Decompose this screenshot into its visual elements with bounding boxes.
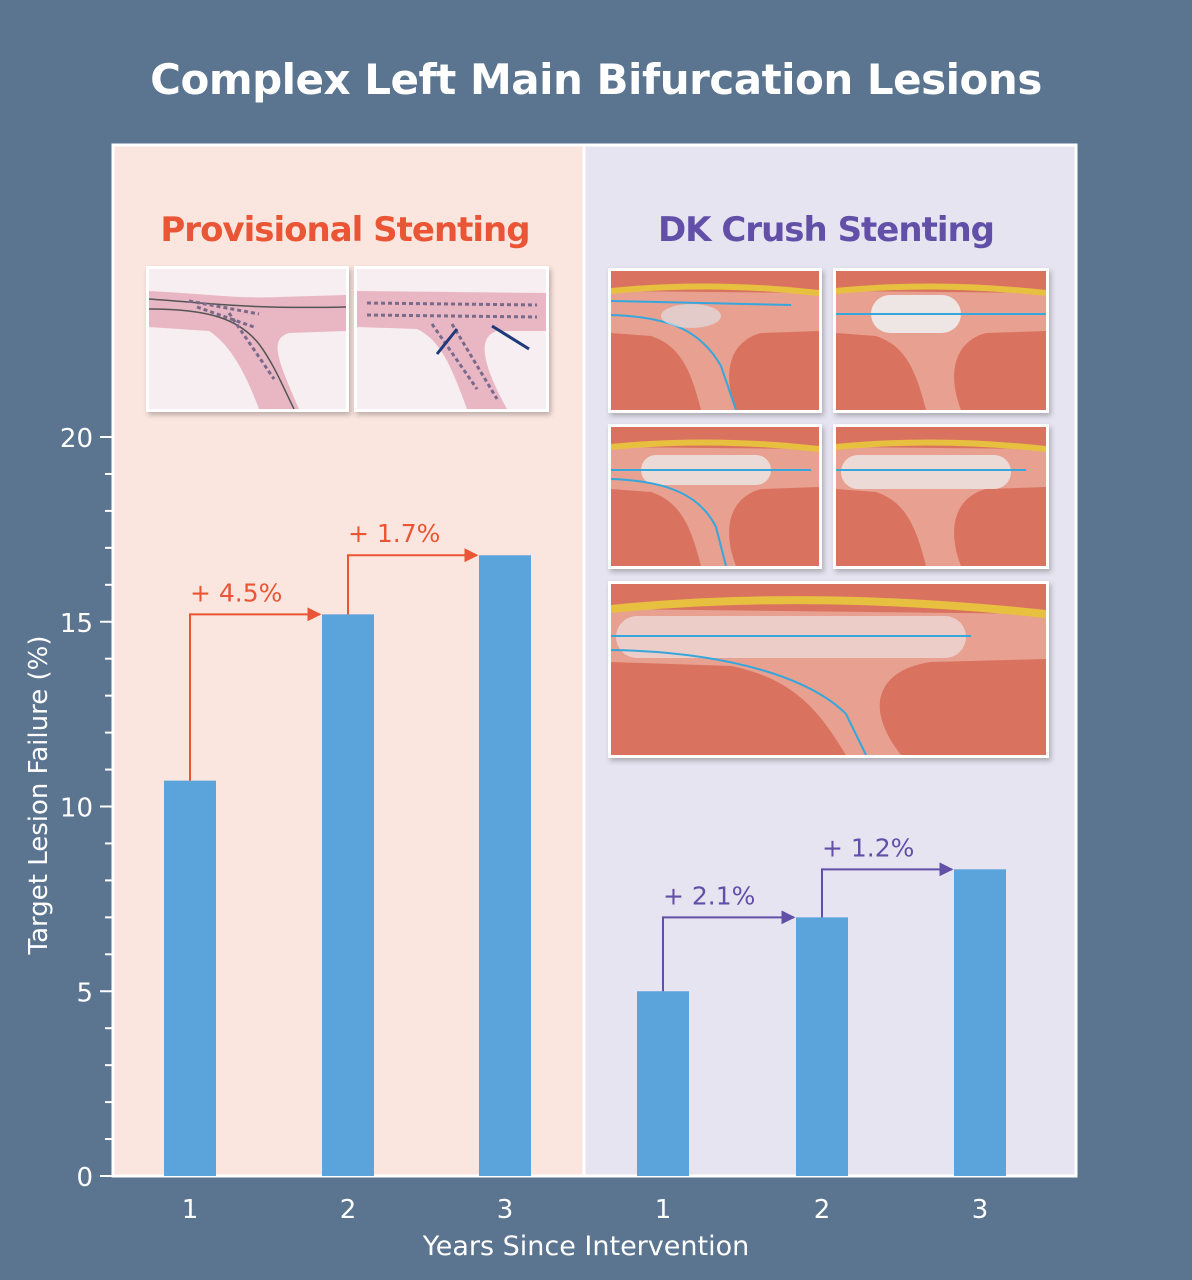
y-tick-label: 20 [60,424,93,454]
x-axis-label: Years Since Intervention [422,1231,749,1262]
dk-crush-illustration-3 [608,424,822,569]
x-tick-label: 2 [340,1195,357,1225]
dk-crush-illustration-2 [833,268,1049,413]
change-label: + 2.1% [663,881,755,910]
bars-group [164,555,1006,1176]
bar [479,555,531,1176]
change-label: + 1.2% [822,833,914,862]
panel-title-provisional: Provisional Stenting [160,210,529,250]
y-tick-label: 0 [76,1163,93,1193]
bar [637,991,689,1176]
y-axis-ticks [100,436,113,1177]
panel-title-dk-crush: DK Crush Stenting [658,210,994,250]
bar [322,614,374,1176]
plot-frame [111,143,1078,1178]
y-tick-label: 15 [60,609,93,639]
x-tick-label: 1 [182,1195,199,1225]
provisional-illustration-1 [146,266,349,412]
x-tick-label: 3 [972,1195,989,1225]
chart-title: Complex Left Main Bifurcation Lesions [150,55,1042,104]
dk-crush-illustration-4 [833,424,1049,569]
bar [796,917,848,1176]
change-label: + 4.5% [190,578,282,607]
dk-crush-illustration-1 [608,268,822,413]
x-tick-label: 2 [814,1195,831,1225]
change-arrow [189,607,322,781]
bar [954,869,1006,1176]
annotations-group: + 4.5% + 1.7% + 2.1% + 1.2% [189,519,954,992]
bar [164,780,216,1176]
dk-crush-illustration-5 [608,581,1049,758]
x-tick-label: 3 [497,1195,514,1225]
x-tick-label: 1 [655,1195,672,1225]
x-axis-tick-labels: 1 2 3 1 2 3 [182,1195,989,1225]
change-arrow [347,548,479,615]
provisional-illustration-2 [354,266,549,412]
y-axis-label: Target Lesion Failure (%) [24,636,54,956]
y-axis-tick-labels: 0 5 10 15 20 [60,424,93,1193]
change-arrow [662,910,796,992]
y-tick-label: 5 [76,978,93,1008]
y-tick-label: 10 [60,794,93,824]
change-arrow [821,862,954,918]
change-label: + 1.7% [348,519,440,548]
